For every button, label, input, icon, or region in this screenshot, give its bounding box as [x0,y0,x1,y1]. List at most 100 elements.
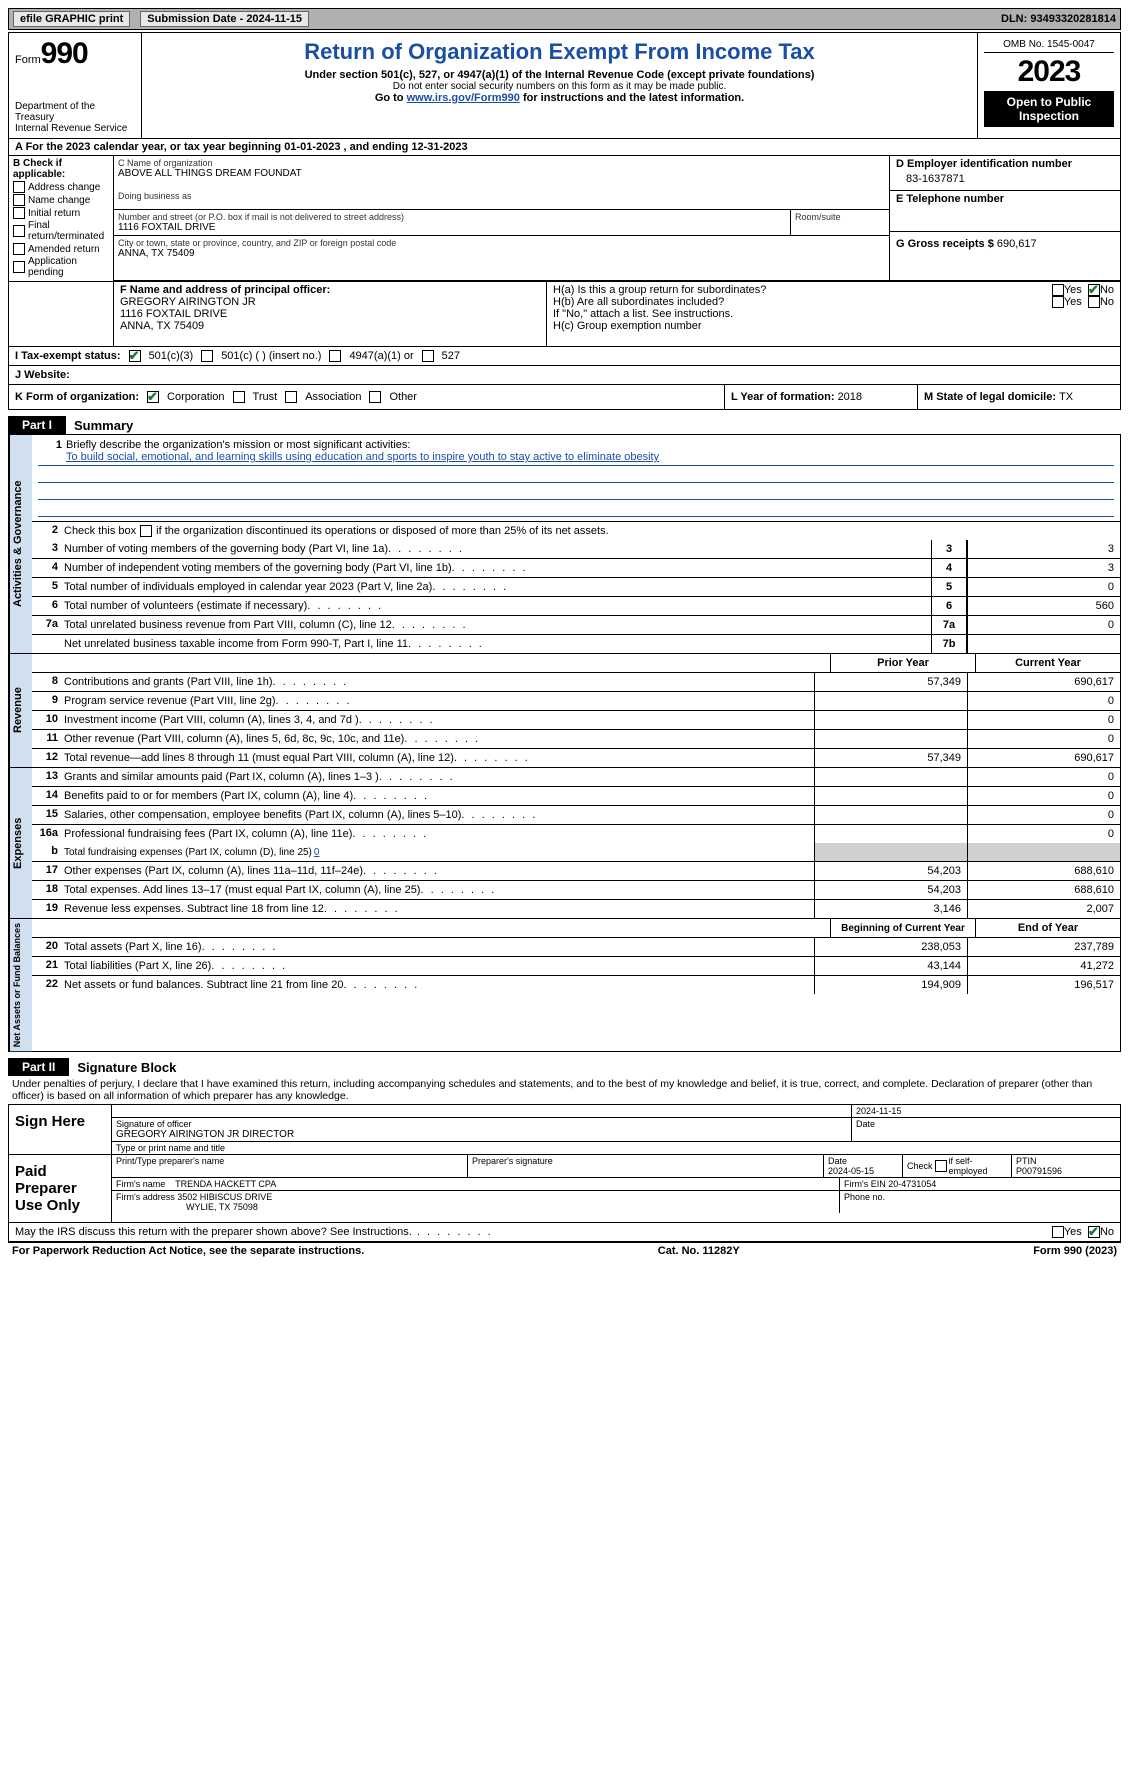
box-i: I Tax-exempt status: 501(c)(3) 501(c) ( … [8,347,1121,366]
summary-line: 5Total number of individuals employed in… [32,578,1120,597]
part-ii-header: Part II Signature Block [8,1058,1121,1076]
chk-hb-no[interactable] [1088,296,1100,308]
chk-corp[interactable] [147,391,159,403]
chk-initial-return[interactable] [13,207,25,219]
chk-discontinued[interactable] [140,525,152,537]
summary-line: 8Contributions and grants (Part VIII, li… [32,673,1120,692]
part-i-header: Part I Summary [8,416,1121,434]
summary-line: 7aTotal unrelated business revenue from … [32,616,1120,635]
summary-line: 20Total assets (Part X, line 16)238,0532… [32,938,1120,957]
year-formation: 2018 [838,391,862,403]
summary-activities: Activities & Governance 1 Briefly descri… [8,434,1121,654]
summary-line: 9Program service revenue (Part VIII, lin… [32,692,1120,711]
box-j: J Website: [8,366,1121,385]
chk-discuss-no[interactable] [1088,1226,1100,1238]
dba-label: Doing business as [118,191,885,201]
form-number: Form990 [15,37,135,71]
efile-button[interactable]: efile GRAPHIC print [13,11,130,27]
firm-addr1: 3502 HIBISCUS DRIVE [177,1192,272,1202]
summary-line: 14Benefits paid to or for members (Part … [32,787,1120,806]
footer: For Paperwork Reduction Act Notice, see … [8,1242,1121,1259]
paperwork-notice: For Paperwork Reduction Act Notice, see … [12,1245,364,1257]
box-f: F Name and address of principal officer:… [114,281,547,347]
fundraising-total: 0 [314,847,320,858]
sign-here-block: Sign Here 2024-11-15 Signature of office… [8,1104,1121,1155]
chk-name-change[interactable] [13,194,25,206]
summary-line: 18Total expenses. Add lines 13–17 (must … [32,881,1120,900]
summary-line: 12Total revenue—add lines 8 through 11 (… [32,749,1120,767]
penalty-text: Under penalties of perjury, I declare th… [8,1076,1121,1104]
chk-other[interactable] [369,391,381,403]
org-name-label: C Name of organization [118,158,885,168]
irs-link[interactable]: www.irs.gov/Form990 [407,92,520,104]
info-boxes-row1: B Check if applicable: Address change Na… [8,156,1121,281]
summary-line: 19Revenue less expenses. Subtract line 1… [32,900,1120,918]
summary-line: 4Number of independent voting members of… [32,559,1120,578]
chk-amended-return[interactable] [13,243,25,255]
summary-line: 6Total number of volunteers (estimate if… [32,597,1120,616]
chk-trust[interactable] [233,391,245,403]
chk-ha-yes[interactable] [1052,284,1064,296]
chk-4947[interactable] [329,350,341,362]
section-a-tax-year: A For the 2023 calendar year, or tax yea… [8,139,1121,156]
top-bar: efile GRAPHIC print Submission Date - 20… [8,8,1121,30]
city-label: City or town, state or province, country… [118,238,885,248]
chk-application-pending[interactable] [13,261,25,273]
addr-label: Number and street (or P.O. box if mail i… [118,212,786,222]
box-deg: D Employer identification number 83-1637… [890,156,1121,281]
submission-date: Submission Date - 2024-11-15 [140,11,309,27]
chk-final-return[interactable] [13,225,25,237]
summary-line: 11Other revenue (Part VIII, column (A), … [32,730,1120,749]
vert-net-assets: Net Assets or Fund Balances [9,919,32,1051]
col-current: Current Year [975,654,1120,672]
officer-signature: GREGORY AIRINGTON JR DIRECTOR [116,1129,847,1140]
col-prior: Prior Year [830,654,975,672]
box-b: B Check if applicable: Address change Na… [9,156,114,281]
gross-receipts-label: G Gross receipts $ [896,238,997,250]
chk-501c3[interactable] [129,350,141,362]
discuss-row: May the IRS discuss this return with the… [8,1223,1121,1242]
summary-expenses: Expenses 13Grants and similar amounts pa… [8,768,1121,919]
chk-527[interactable] [422,350,434,362]
summary-line: 17Other expenses (Part IX, column (A), l… [32,862,1120,881]
ssn-notice: Do not enter social security numbers on … [148,81,971,92]
summary-line: 10Investment income (Part VIII, column (… [32,711,1120,730]
summary-line: 15Salaries, other compensation, employee… [32,806,1120,825]
col-begin: Beginning of Current Year [830,919,975,937]
firm-addr2: WYLIE, TX 75098 [116,1202,835,1212]
hc-label: H(c) Group exemption number [553,320,1114,332]
prep-date: 2024-05-15 [828,1166,898,1176]
mission-text: To build social, emotional, and learning… [38,451,1114,466]
cat-no: Cat. No. 11282Y [658,1245,740,1257]
state-domicile: TX [1059,391,1073,403]
vert-revenue: Revenue [9,654,32,767]
officer-name: GREGORY AIRINGTON JR [120,296,540,308]
chk-address-change[interactable] [13,181,25,193]
chk-self-employed[interactable] [935,1160,947,1172]
chk-discuss-yes[interactable] [1052,1226,1064,1238]
summary-line: 3Number of voting members of the governi… [32,540,1120,559]
firm-name: TRENDA HACKETT CPA [175,1179,276,1189]
form-footer: Form 990 (2023) [1033,1245,1117,1257]
chk-ha-no[interactable] [1088,284,1100,296]
phone-label: E Telephone number [896,193,1114,205]
form-title: Return of Organization Exempt From Incom… [148,39,971,65]
room-label: Room/suite [795,212,885,222]
irs-label: Internal Revenue Service [15,123,135,134]
omb-number: OMB No. 1545-0047 [984,37,1114,53]
summary-line: 13Grants and similar amounts paid (Part … [32,768,1120,787]
summary-line: 21Total liabilities (Part X, line 26)43,… [32,957,1120,976]
gross-receipts: 690,617 [997,238,1037,250]
chk-assoc[interactable] [285,391,297,403]
officer-addr1: 1116 FOXTAIL DRIVE [120,308,540,320]
chk-hb-yes[interactable] [1052,296,1064,308]
summary-revenue: Revenue Prior Year Current Year 8Contrib… [8,654,1121,768]
org-name: ABOVE ALL THINGS DREAM FOUNDAT [118,168,885,179]
ein-value: 83-1637871 [896,170,1114,188]
ptin: P00791596 [1016,1166,1116,1176]
info-boxes-row2: F Name and address of principal officer:… [8,281,1121,347]
paid-preparer-block: Paid Preparer Use Only Print/Type prepar… [8,1155,1121,1223]
chk-501c[interactable] [201,350,213,362]
dept-treasury: Department of the Treasury [15,101,135,123]
form-subtitle: Under section 501(c), 527, or 4947(a)(1)… [148,69,971,81]
